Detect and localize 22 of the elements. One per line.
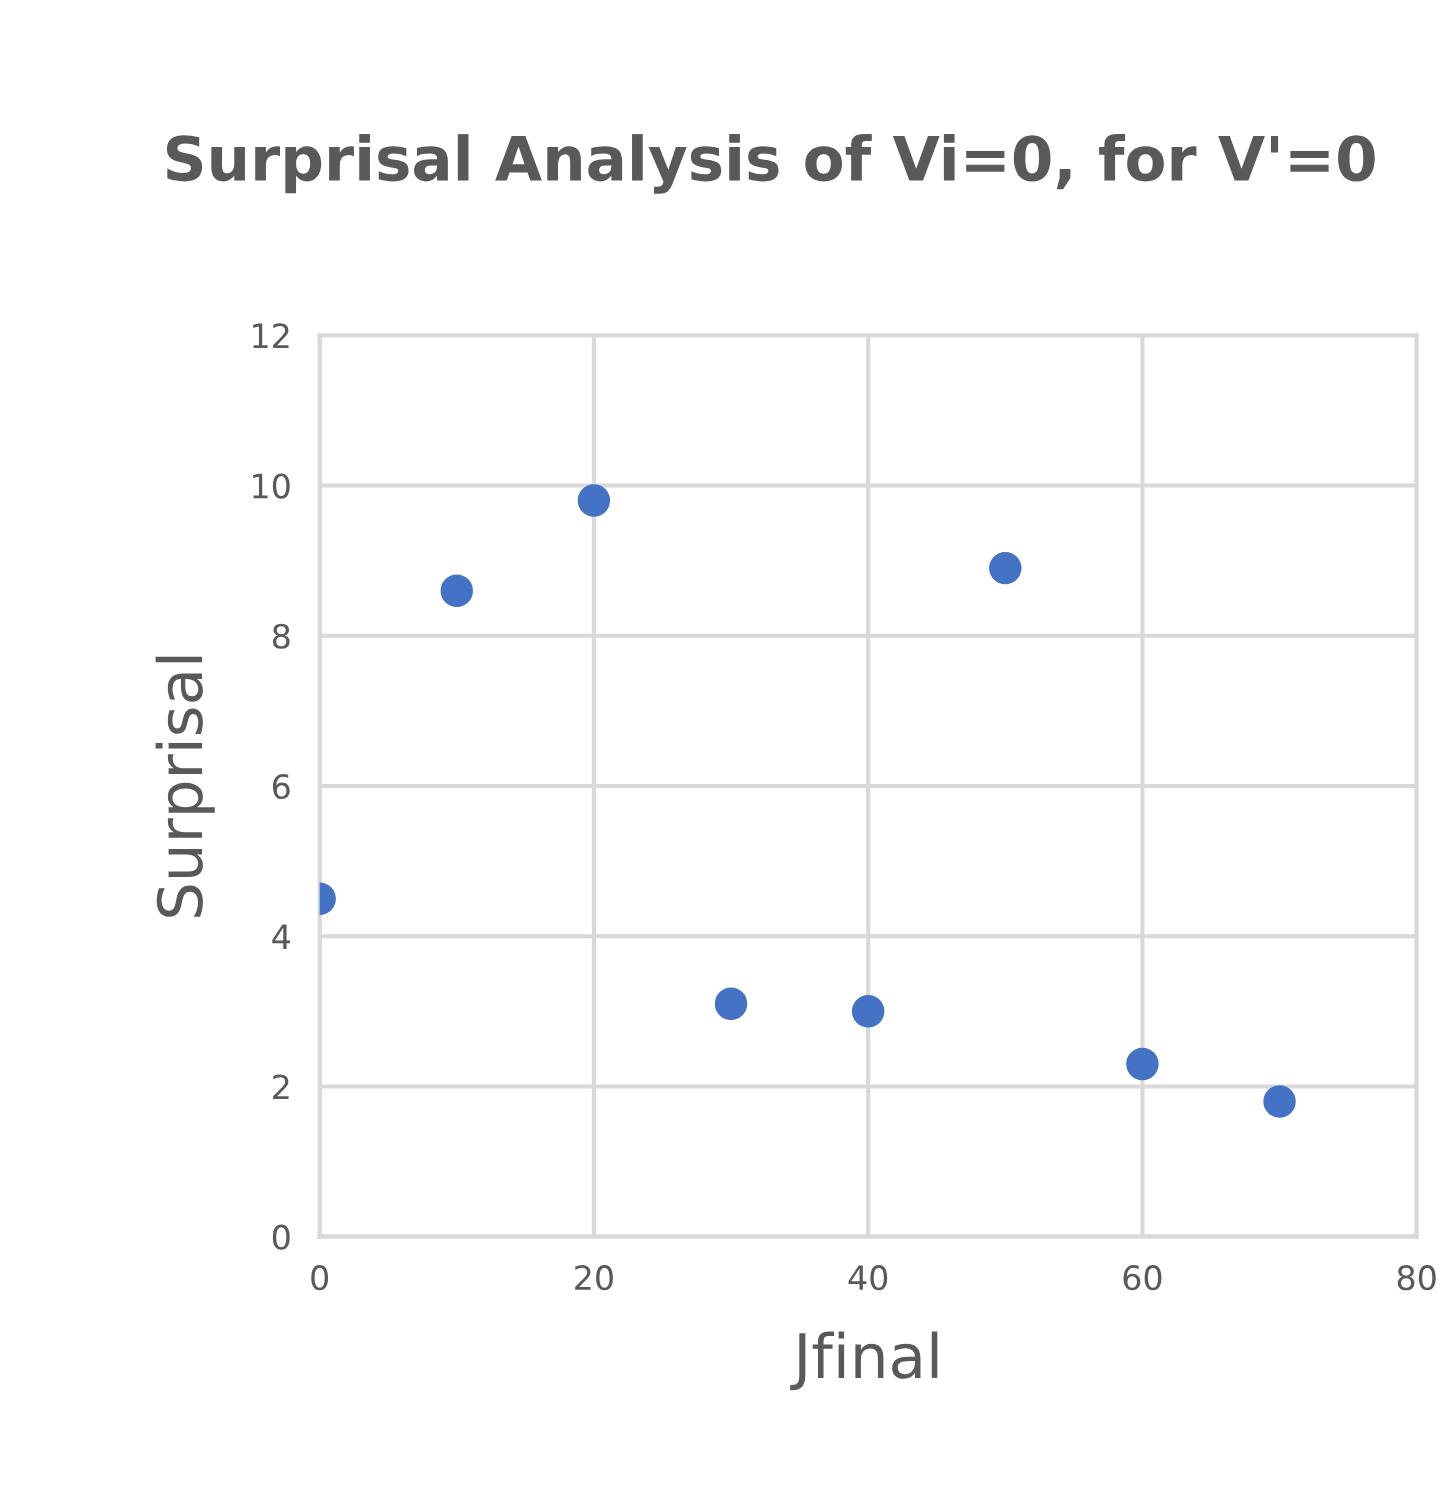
x-axis-title: Jfinal [790, 1331, 938, 1391]
x-tick-label: 40 [848, 1265, 888, 1291]
point [440, 574, 474, 607]
point [1263, 1085, 1296, 1118]
point [1126, 1047, 1159, 1081]
point [714, 987, 748, 1021]
y-tick-label: 6 [273, 773, 290, 800]
chart-title: Surprisal Analysis of Vi=0, for V'=0 [166, 134, 1375, 194]
x-tick-label: 80 [1397, 1265, 1436, 1291]
y-tick-label: 10 [253, 473, 290, 499]
point [989, 551, 1022, 585]
point [851, 995, 885, 1028]
x-tick-label: 20 [575, 1265, 613, 1291]
point [577, 484, 611, 517]
y-axis-title: Surprisal [155, 656, 215, 917]
y-tick-label: 0 [272, 1224, 290, 1250]
y-tick-label: 12 [253, 323, 289, 348]
x-tick-label: 0 [311, 1265, 329, 1291]
x-tick-label: 60 [1123, 1265, 1162, 1291]
y-tick-label: 8 [272, 623, 290, 649]
y-tick-label: 2 [273, 1074, 289, 1100]
y-tick-label: 4 [272, 924, 291, 949]
